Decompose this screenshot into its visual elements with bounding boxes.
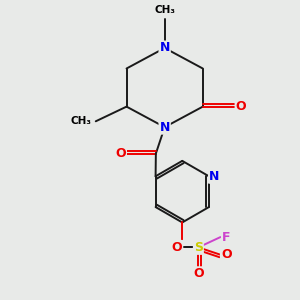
Text: O: O [221,248,232,261]
Text: O: O [172,241,182,254]
Text: O: O [236,100,246,113]
Text: O: O [193,267,204,280]
Text: CH₃: CH₃ [70,116,92,126]
Text: N: N [160,121,170,134]
Text: N: N [160,41,170,55]
Text: O: O [116,147,126,160]
Text: CH₃: CH₃ [154,5,175,15]
Text: S: S [194,241,203,254]
Text: N: N [209,170,219,183]
Text: F: F [222,231,230,244]
